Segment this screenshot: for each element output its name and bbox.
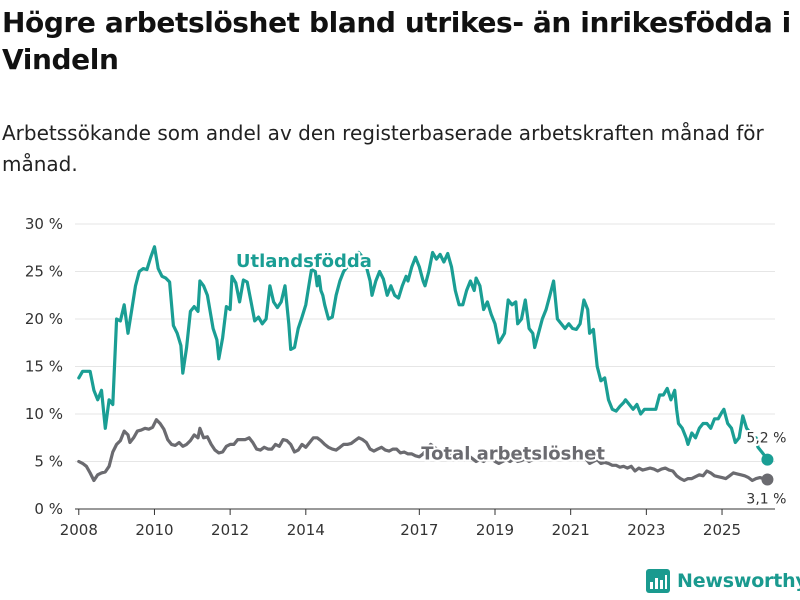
- x-axis: 2008 2010 2012 2014 2017 2019 2021 2023 2025: [60, 508, 775, 539]
- chart-title: Högre arbetslöshet bland utrikes- än inr…: [2, 6, 791, 76]
- foreign-born-line: [77, 245, 769, 462]
- y-gridlines: [75, 223, 775, 462]
- newsworthy-logo: Newsworthy: [645, 568, 800, 594]
- y-tick-label: 5 %: [34, 453, 63, 471]
- y-tick-label: 30 %: [25, 215, 63, 233]
- x-tick-label: 2017: [400, 521, 438, 539]
- total-unemployment-line: [77, 418, 769, 483]
- series-lines: [77, 245, 774, 486]
- x-tick-label: 2010: [135, 521, 173, 539]
- end-point-marker: [761, 473, 774, 486]
- x-tick-label: 2023: [627, 521, 665, 539]
- series-labels: Utlandsfödda Total arbetslöshet 5,2 % 3,1 %: [234, 249, 789, 510]
- end-point-marker: [761, 453, 774, 466]
- y-tick-label: 15 %: [25, 358, 63, 376]
- x-tick-label: 2008: [60, 521, 98, 539]
- y-tick-label: 25 %: [25, 263, 63, 281]
- y-tick-label: 0 %: [34, 500, 63, 518]
- x-tick-label: 2019: [476, 521, 514, 539]
- y-tick-label: 20 %: [25, 310, 63, 328]
- foreign-born-series-label: Utlandsfödda: [236, 251, 372, 272]
- total-end-label: 3,1 %: [746, 492, 786, 508]
- total-series-label: Total arbetslöshet: [421, 444, 605, 465]
- y-axis: 0 % 5 % 10 % 15 % 20 % 25 % 30 %: [25, 215, 63, 518]
- foreign-born-end-label: 5,2 %: [746, 431, 786, 447]
- newsworthy-logo-text: Newsworthy: [677, 570, 800, 592]
- x-tick-label: 2021: [552, 521, 590, 539]
- y-tick-label: 10 %: [25, 405, 63, 423]
- chart-subtitle: Arbetssökande som andel av den registerb…: [2, 121, 764, 176]
- x-tick-label: 2025: [703, 521, 741, 539]
- x-tick-label: 2012: [211, 521, 249, 539]
- x-tick-label: 2014: [287, 521, 325, 539]
- newsworthy-logo-icon: [646, 569, 670, 593]
